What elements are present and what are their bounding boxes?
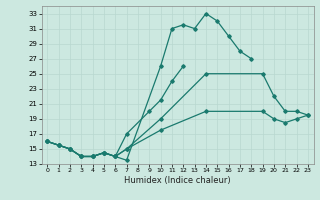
X-axis label: Humidex (Indice chaleur): Humidex (Indice chaleur) xyxy=(124,176,231,185)
